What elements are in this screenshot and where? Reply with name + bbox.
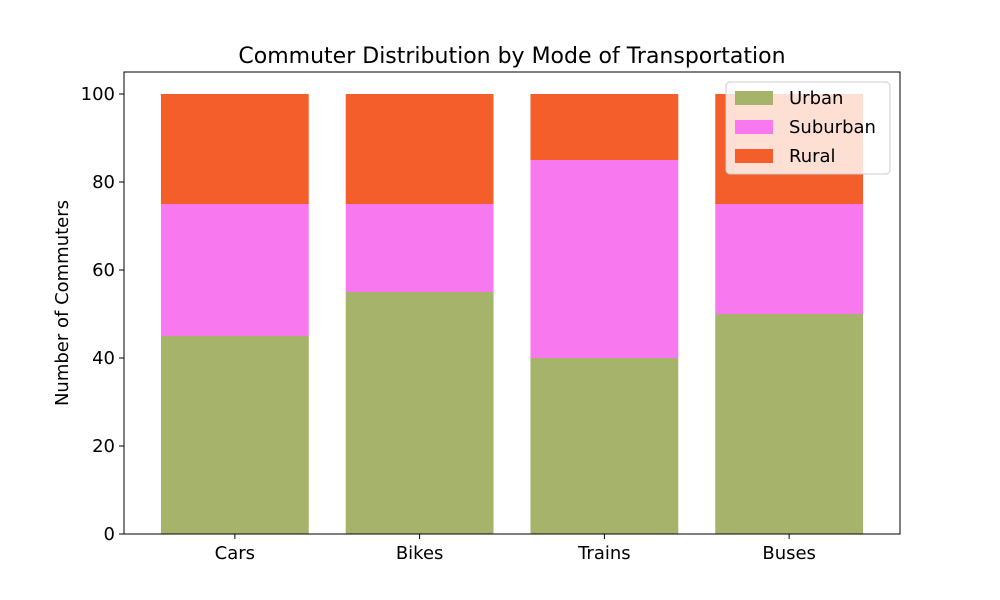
x-axis-ticks: Cars Bikes Trains Buses [215, 534, 816, 564]
y-tick-label: 20 [92, 436, 115, 457]
bar-buses-suburban [715, 204, 864, 314]
y-tick-label: 40 [92, 348, 115, 369]
legend-swatch-suburban [735, 120, 773, 134]
chart-title: Commuter Distribution by Mode of Transpo… [238, 44, 785, 69]
bar-cars-rural [160, 94, 309, 204]
legend: Urban Suburban Rural [725, 81, 891, 175]
y-axis-ticks: 0 20 40 60 80 100 [81, 84, 124, 545]
plot-frame [123, 71, 901, 535]
y-tick-label: 60 [92, 260, 115, 281]
x-tick-label: Buses [762, 543, 816, 564]
bar-bikes-urban [345, 292, 494, 534]
bar-bikes-rural [345, 94, 494, 204]
x-tick-label: Trains [577, 543, 631, 564]
x-tick-label: Cars [215, 543, 255, 564]
y-axis-label: Number of Commuters [52, 200, 73, 406]
y-tick-label: 0 [104, 524, 115, 545]
legend-label-rural: Rural [789, 146, 836, 167]
bar-cars-urban [160, 336, 309, 534]
y-tick-label: 80 [92, 172, 115, 193]
y-tick-label: 100 [81, 84, 115, 105]
bar-trains-suburban [530, 160, 679, 358]
legend-label-urban: Urban [789, 88, 843, 109]
bars-group [160, 94, 864, 534]
legend-swatch-rural [735, 149, 773, 163]
bar-cars-suburban [160, 204, 309, 336]
bar-trains-urban [530, 358, 679, 534]
bar-trains-rural [530, 94, 679, 160]
legend-swatch-urban [735, 91, 773, 105]
bar-buses-urban [715, 314, 864, 534]
legend-label-suburban: Suburban [789, 117, 876, 138]
bar-bikes-suburban [345, 204, 494, 292]
x-tick-label: Bikes [396, 543, 444, 564]
